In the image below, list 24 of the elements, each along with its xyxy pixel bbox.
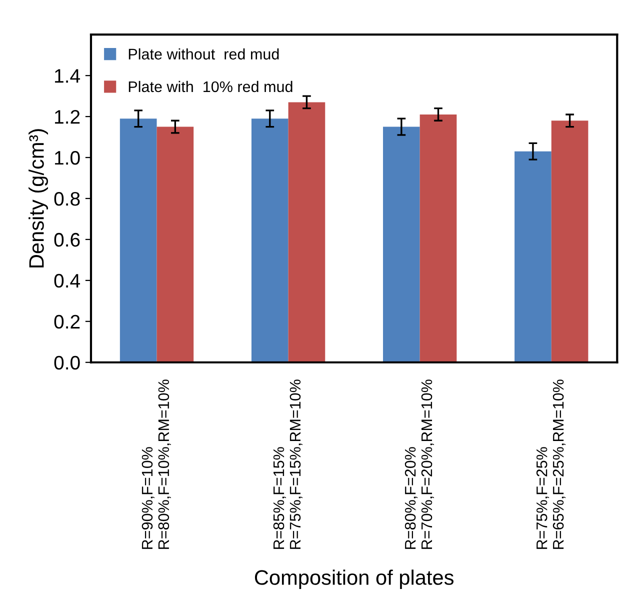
- legend-label: Plate without red mud: [128, 48, 279, 60]
- y-tick-label: 1.0: [55, 150, 80, 165]
- bar: [288, 102, 326, 362]
- x-tick-label: R=90%,F=10% R=80%,F=10%,RM=10%: [142, 380, 171, 549]
- bar: [514, 151, 552, 362]
- x-tick-label: R=85%,F=15% R=75%,F=15%,RM=10%: [273, 380, 302, 549]
- y-tick-label: 0.4: [54, 274, 80, 288]
- bar: [420, 114, 457, 362]
- legend-label: Plate with 10% red mud: [128, 80, 292, 92]
- y-tick-label: 0.8: [54, 192, 80, 206]
- y-tick-label: 0.0: [54, 356, 80, 370]
- x-tick-label: R=80%,F=20% R=70%,F=20%,RM=10%: [404, 380, 434, 549]
- y-axis-title: Density (g/cm³): [28, 129, 48, 268]
- bar: [551, 120, 588, 362]
- bar: [251, 118, 288, 362]
- bar: [120, 118, 157, 362]
- x-tick-label: R=75%,F=25% R=65%,F=25%,RM=10%: [536, 380, 566, 549]
- y-tick-label: 0.2: [54, 314, 80, 329]
- y-tick-label: 0.6: [54, 232, 80, 247]
- y-tick-label: 1.2: [55, 110, 80, 124]
- bar: [156, 126, 194, 362]
- bar: [383, 126, 420, 362]
- y-tick-label: 1.4: [55, 69, 80, 83]
- x-axis-title: Composition of plates: [254, 570, 454, 590]
